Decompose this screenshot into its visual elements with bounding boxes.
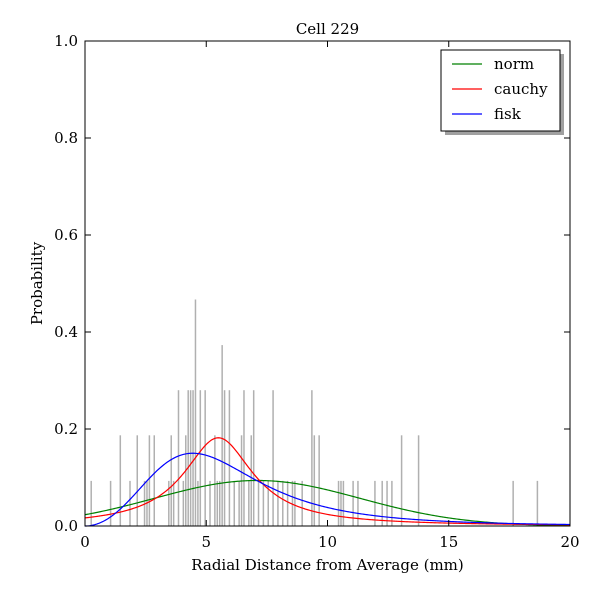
histogram-bar: [192, 390, 194, 526]
histogram-bar: [233, 480, 236, 526]
histogram-bar: [194, 299, 197, 526]
histogram-bar: [185, 435, 187, 526]
y-axis-label: Probability: [28, 241, 46, 325]
x-tick-label: 10: [318, 533, 337, 551]
histogram-bars: [90, 299, 539, 526]
histogram-bar: [218, 480, 221, 526]
histogram-bar: [391, 480, 393, 526]
histogram-bar: [148, 435, 151, 526]
histogram-bar: [294, 480, 296, 526]
histogram-bar: [352, 480, 354, 526]
histogram-bar: [214, 435, 216, 526]
histogram-bar: [381, 480, 383, 526]
y-tick-label: 0.4: [54, 323, 78, 341]
histogram-bar: [109, 480, 112, 526]
histogram-bar: [172, 480, 175, 526]
chart-title: Cell 229: [296, 20, 359, 38]
x-tick-label: 20: [560, 533, 579, 551]
series-line-norm: [84, 479, 571, 527]
histogram-bar: [197, 480, 199, 526]
histogram-bar: [340, 480, 342, 526]
histogram-bar: [374, 480, 376, 526]
y-tick-label: 0.8: [54, 129, 78, 147]
histogram-bar: [177, 390, 180, 526]
y-tick-label: 1.0: [54, 32, 78, 50]
histogram-bar: [267, 480, 269, 526]
x-tick-label: 0: [80, 533, 90, 551]
histogram-bar: [262, 480, 265, 526]
histogram-bar: [189, 390, 192, 526]
histogram-bar: [136, 435, 139, 526]
series-line-cauchy: [84, 437, 571, 526]
y-axis-ticks: 0.0 0.2 0.4 0.6 0.8 1.0: [54, 32, 570, 535]
histogram-bar: [228, 390, 231, 526]
histogram-bar: [286, 480, 289, 526]
histogram-bar: [342, 480, 345, 526]
histogram-bar: [257, 480, 260, 526]
legend-label-norm: norm: [494, 55, 534, 73]
histogram-bar: [311, 390, 313, 526]
histogram-bar: [243, 390, 245, 526]
histogram-bar: [318, 435, 320, 526]
distribution-curves: [84, 437, 571, 527]
x-axis-ticks: 0 5 10 15 20: [80, 41, 580, 551]
histogram-bar: [187, 390, 189, 526]
histogram-bar: [301, 480, 303, 526]
histogram-bar: [168, 480, 170, 526]
histogram-bar: [90, 480, 92, 526]
histogram-bar: [248, 480, 250, 526]
histogram-bar: [209, 480, 211, 526]
series-line-fisk: [84, 452, 571, 527]
histogram-bar: [129, 480, 131, 526]
histogram-bar: [313, 435, 316, 526]
histogram-bar: [337, 480, 340, 526]
legend-label-fisk: fisk: [494, 105, 522, 123]
histogram-bar: [291, 480, 294, 526]
histogram-bar: [386, 480, 388, 526]
y-tick-label: 0.0: [54, 517, 78, 535]
histogram-bar: [282, 480, 284, 526]
histogram-bar: [223, 390, 226, 526]
x-axis-label: Radial Distance from Average (mm): [191, 556, 464, 574]
histogram-bar: [216, 480, 219, 526]
histogram-bar: [417, 435, 420, 526]
legend: norm cauchy fisk: [440, 49, 564, 135]
histogram-bar: [357, 480, 359, 526]
histogram-bar: [400, 435, 403, 526]
histogram-bar: [153, 435, 155, 526]
x-tick-label: 5: [201, 533, 211, 551]
legend-label-cauchy: cauchy: [494, 80, 548, 98]
histogram-bar: [512, 480, 514, 526]
histogram-bar: [277, 480, 279, 526]
x-tick-label: 15: [439, 533, 458, 551]
histogram-bar: [199, 390, 202, 526]
histogram-bar: [221, 345, 223, 526]
histogram-bar: [204, 390, 206, 526]
histogram-bar: [119, 435, 122, 526]
y-tick-label: 0.2: [54, 420, 78, 438]
y-tick-label: 0.6: [54, 226, 78, 244]
histogram-bar: [238, 480, 240, 526]
histogram-bar: [252, 390, 255, 526]
histogram-bar: [170, 435, 172, 526]
histogram-bar: [182, 480, 185, 526]
histogram-bar: [272, 390, 274, 526]
histogram-bar: [536, 480, 539, 526]
